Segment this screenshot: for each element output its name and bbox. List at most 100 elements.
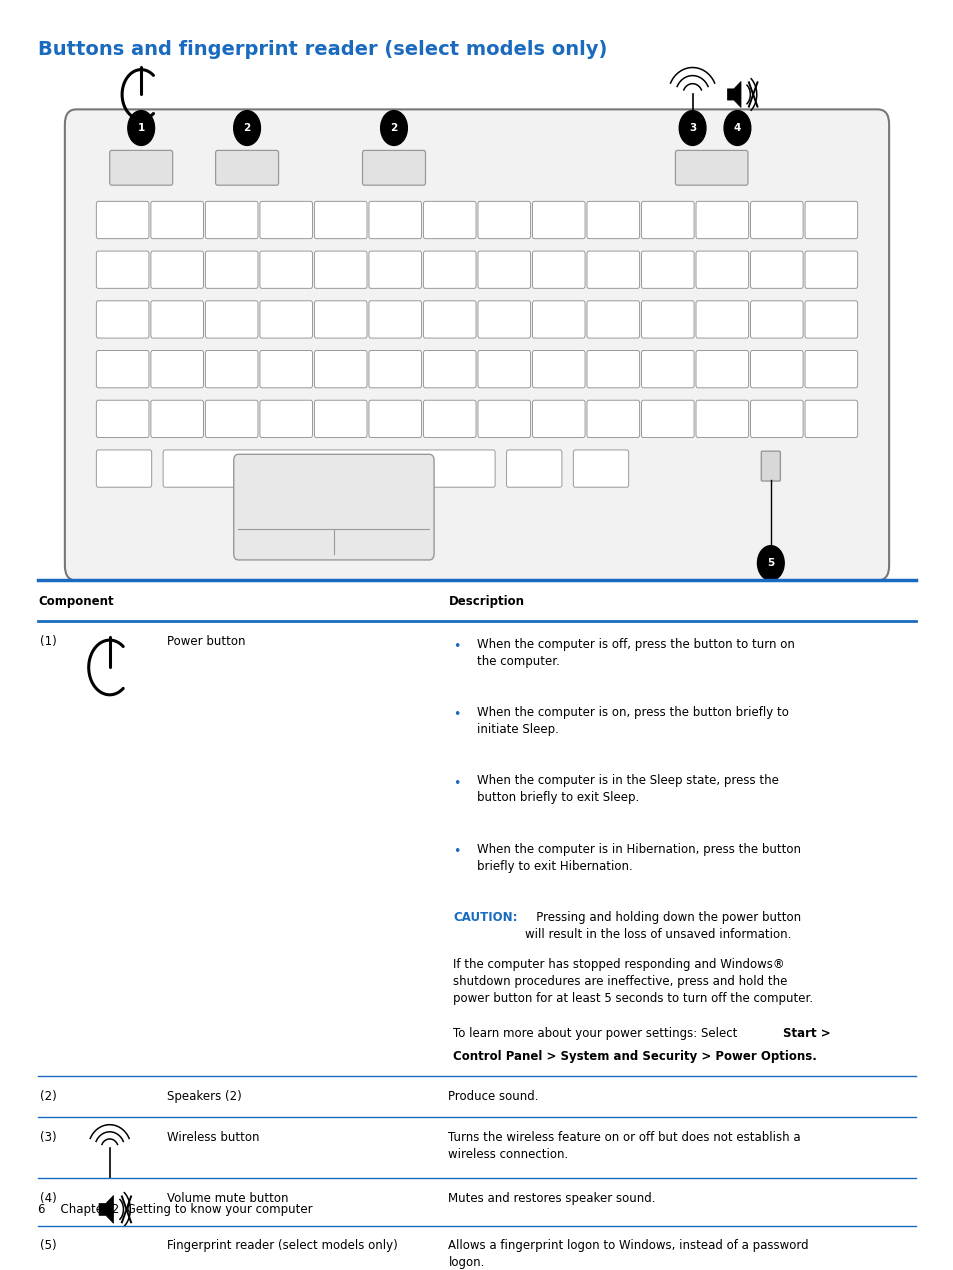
FancyBboxPatch shape	[760, 451, 780, 481]
FancyBboxPatch shape	[314, 351, 367, 387]
FancyBboxPatch shape	[640, 400, 694, 437]
Text: •: •	[453, 846, 460, 859]
FancyBboxPatch shape	[96, 202, 149, 239]
FancyBboxPatch shape	[96, 450, 152, 488]
Text: Speakers (2): Speakers (2)	[167, 1090, 241, 1104]
FancyBboxPatch shape	[750, 202, 802, 239]
Text: 1: 1	[137, 123, 145, 133]
FancyBboxPatch shape	[369, 351, 421, 387]
FancyBboxPatch shape	[110, 150, 172, 185]
FancyBboxPatch shape	[804, 400, 857, 437]
Text: When the computer is off, press the button to turn on
the computer.: When the computer is off, press the butt…	[476, 638, 794, 668]
Text: Turns the wireless feature on or off but does not establish a
wireless connectio: Turns the wireless feature on or off but…	[448, 1132, 801, 1161]
Circle shape	[128, 110, 154, 146]
Text: Wireless button: Wireless button	[167, 1132, 259, 1144]
FancyBboxPatch shape	[532, 301, 584, 338]
FancyBboxPatch shape	[423, 400, 476, 437]
FancyBboxPatch shape	[750, 351, 802, 387]
FancyBboxPatch shape	[314, 301, 367, 338]
FancyBboxPatch shape	[259, 301, 313, 338]
Text: When the computer is in Hibernation, press the button
briefly to exit Hibernatio: When the computer is in Hibernation, pre…	[476, 843, 801, 872]
FancyBboxPatch shape	[804, 251, 857, 288]
FancyBboxPatch shape	[205, 400, 257, 437]
FancyBboxPatch shape	[259, 400, 313, 437]
Text: 2: 2	[243, 123, 251, 133]
Text: Component: Component	[38, 596, 113, 608]
FancyBboxPatch shape	[696, 351, 748, 387]
FancyBboxPatch shape	[205, 251, 257, 288]
FancyBboxPatch shape	[163, 450, 495, 488]
Text: Volume mute button: Volume mute button	[167, 1193, 288, 1205]
FancyBboxPatch shape	[259, 202, 313, 239]
FancyBboxPatch shape	[532, 400, 584, 437]
FancyBboxPatch shape	[423, 301, 476, 338]
FancyBboxPatch shape	[804, 202, 857, 239]
FancyBboxPatch shape	[675, 150, 747, 185]
Circle shape	[380, 110, 407, 146]
Text: Produce sound.: Produce sound.	[448, 1090, 538, 1104]
FancyBboxPatch shape	[259, 351, 313, 387]
FancyBboxPatch shape	[215, 150, 278, 185]
FancyBboxPatch shape	[259, 251, 313, 288]
FancyBboxPatch shape	[804, 301, 857, 338]
FancyBboxPatch shape	[96, 301, 149, 338]
Text: Pressing and holding down the power button
will result in the loss of unsaved in: Pressing and holding down the power butt…	[524, 911, 800, 941]
Text: (2): (2)	[40, 1090, 57, 1104]
Text: •: •	[453, 640, 460, 653]
FancyBboxPatch shape	[640, 351, 694, 387]
Polygon shape	[99, 1195, 113, 1223]
FancyBboxPatch shape	[362, 150, 425, 185]
FancyBboxPatch shape	[696, 301, 748, 338]
FancyBboxPatch shape	[205, 202, 257, 239]
FancyBboxPatch shape	[96, 251, 149, 288]
Text: Fingerprint reader (select models only): Fingerprint reader (select models only)	[167, 1240, 397, 1252]
Text: 5: 5	[766, 558, 774, 568]
Text: Description: Description	[448, 596, 524, 608]
FancyBboxPatch shape	[586, 400, 639, 437]
FancyBboxPatch shape	[205, 301, 257, 338]
FancyBboxPatch shape	[477, 202, 530, 239]
Circle shape	[757, 546, 783, 580]
FancyBboxPatch shape	[804, 351, 857, 387]
FancyBboxPatch shape	[151, 400, 203, 437]
FancyBboxPatch shape	[750, 301, 802, 338]
FancyBboxPatch shape	[532, 351, 584, 387]
Text: 3: 3	[688, 123, 696, 133]
Text: (3): (3)	[40, 1132, 56, 1144]
FancyBboxPatch shape	[314, 400, 367, 437]
Text: •: •	[453, 777, 460, 790]
FancyBboxPatch shape	[640, 251, 694, 288]
FancyBboxPatch shape	[586, 251, 639, 288]
FancyBboxPatch shape	[151, 301, 203, 338]
FancyBboxPatch shape	[151, 351, 203, 387]
FancyBboxPatch shape	[369, 301, 421, 338]
FancyBboxPatch shape	[573, 450, 628, 488]
FancyBboxPatch shape	[532, 202, 584, 239]
Text: When the computer is in the Sleep state, press the
button briefly to exit Sleep.: When the computer is in the Sleep state,…	[476, 775, 778, 804]
FancyBboxPatch shape	[423, 351, 476, 387]
FancyBboxPatch shape	[369, 202, 421, 239]
Text: 2: 2	[390, 123, 397, 133]
Text: 6    Chapter 2  Getting to know your computer: 6 Chapter 2 Getting to know your compute…	[38, 1203, 313, 1215]
FancyBboxPatch shape	[477, 251, 530, 288]
Text: Start >: Start >	[782, 1026, 830, 1040]
FancyBboxPatch shape	[205, 351, 257, 387]
Circle shape	[233, 110, 260, 146]
FancyBboxPatch shape	[696, 251, 748, 288]
FancyBboxPatch shape	[151, 202, 203, 239]
Text: Power button: Power button	[167, 635, 245, 648]
Text: When the computer is on, press the button briefly to
initiate Sleep.: When the computer is on, press the butto…	[476, 706, 788, 737]
FancyBboxPatch shape	[65, 109, 888, 580]
FancyBboxPatch shape	[640, 202, 694, 239]
FancyBboxPatch shape	[586, 351, 639, 387]
FancyBboxPatch shape	[586, 202, 639, 239]
Text: (1): (1)	[40, 635, 57, 648]
Text: Control Panel > System and Security > Power Options.: Control Panel > System and Security > Po…	[453, 1050, 816, 1063]
FancyBboxPatch shape	[233, 455, 434, 560]
FancyBboxPatch shape	[96, 351, 149, 387]
Polygon shape	[726, 81, 740, 108]
Circle shape	[679, 110, 705, 146]
Text: Buttons and fingerprint reader (select models only): Buttons and fingerprint reader (select m…	[38, 39, 607, 58]
Text: •: •	[453, 709, 460, 721]
Text: To learn more about your power settings: Select: To learn more about your power settings:…	[453, 1026, 740, 1040]
